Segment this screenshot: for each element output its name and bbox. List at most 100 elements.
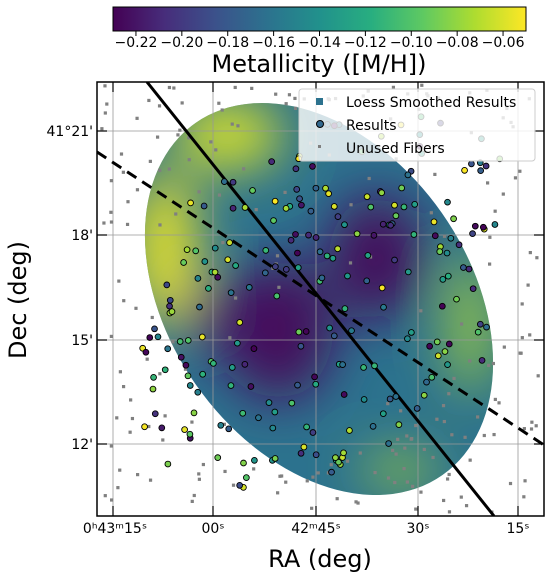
unused-fiber <box>373 470 377 475</box>
result-point <box>312 451 320 459</box>
result-point <box>363 277 371 285</box>
unused-fiber <box>501 192 505 196</box>
result-point <box>183 246 191 254</box>
unused-fiber <box>396 437 400 441</box>
unused-fiber <box>345 459 350 463</box>
result-point <box>439 276 447 283</box>
unused-fiber <box>278 474 282 478</box>
unused-fiber <box>405 480 409 484</box>
unused-fiber <box>228 336 232 340</box>
result-point <box>330 203 338 210</box>
result-point <box>292 231 299 238</box>
unused-fiber <box>534 424 538 428</box>
unused-fiber <box>109 498 114 502</box>
unused-fiber <box>386 402 390 406</box>
result-point <box>329 254 337 262</box>
x-tick-label: 00ˢ <box>201 521 224 537</box>
result-point <box>282 266 290 273</box>
result-point <box>292 165 300 173</box>
unused-fiber <box>230 122 234 126</box>
result-point <box>426 342 433 350</box>
unused-fiber <box>102 221 106 225</box>
field-low-region <box>223 260 333 400</box>
unused-fiber <box>411 484 415 488</box>
result-point <box>224 256 232 264</box>
unused-fiber <box>442 234 447 238</box>
unused-fiber <box>167 167 171 171</box>
unused-fiber <box>528 250 532 255</box>
result-point <box>303 423 310 431</box>
result-point <box>420 391 428 399</box>
result-point <box>181 426 188 433</box>
legend-label-results: Results <box>346 118 397 134</box>
result-point <box>360 364 367 371</box>
result-point <box>430 218 438 226</box>
result-point <box>282 205 290 212</box>
y-axis-label: Dec (deg) <box>4 241 32 359</box>
unused-fiber <box>176 133 180 137</box>
unused-fiber <box>536 374 540 378</box>
unused-fiber <box>118 370 122 374</box>
result-point <box>194 275 202 282</box>
result-point <box>271 408 279 416</box>
result-point <box>192 247 200 255</box>
result-point <box>294 381 301 389</box>
result-point <box>340 449 347 457</box>
result-point <box>380 303 387 311</box>
y-tick-label: 15' <box>71 333 93 349</box>
result-point <box>482 162 490 170</box>
unused-fiber <box>148 478 153 482</box>
unused-fiber <box>535 256 539 260</box>
field-low-region <box>329 196 425 320</box>
unused-fiber <box>187 136 191 140</box>
unused-fiber <box>329 463 333 467</box>
unused-fiber <box>335 497 339 501</box>
result-point <box>232 262 239 269</box>
result-point <box>334 245 341 253</box>
result-point <box>455 241 463 249</box>
result-point <box>461 167 468 174</box>
unused-fiber <box>442 498 446 503</box>
unused-fiber <box>274 92 278 96</box>
unused-fiber <box>197 472 201 476</box>
y-tick-label: 12' <box>71 437 93 453</box>
colorbar-label: Metallicity ([M/H]) <box>212 50 427 78</box>
result-point <box>465 265 473 273</box>
result-point <box>243 474 250 481</box>
result-point <box>491 221 499 228</box>
unused-fiber <box>150 315 154 320</box>
unused-fiber <box>450 433 454 437</box>
unused-fiber <box>502 345 506 349</box>
unused-fiber <box>158 372 162 376</box>
result-point <box>211 268 219 276</box>
result-point <box>186 382 194 389</box>
result-point <box>211 244 219 252</box>
major-axis-line <box>145 82 496 516</box>
result-point <box>151 410 159 418</box>
unused-fiber <box>231 483 236 487</box>
result-point <box>444 361 451 368</box>
result-point <box>483 323 490 331</box>
unused-fiber <box>119 152 124 156</box>
unused-fiber <box>394 452 398 456</box>
result-point <box>228 364 236 371</box>
result-point <box>334 213 342 220</box>
result-point <box>386 395 394 403</box>
unused-fiber <box>349 203 353 207</box>
result-point <box>353 230 361 238</box>
unused-fiber <box>155 135 160 139</box>
result-point <box>187 199 194 207</box>
result-point <box>180 259 187 266</box>
unused-fiber <box>163 414 167 418</box>
result-point <box>236 482 244 489</box>
result-point <box>340 391 348 398</box>
unused-fiber <box>125 222 130 227</box>
unused-fiber <box>419 309 423 313</box>
result-point <box>262 247 270 254</box>
result-point <box>411 201 419 208</box>
result-point <box>141 423 148 431</box>
result-point <box>300 443 308 451</box>
result-point <box>318 274 326 282</box>
unused-fiber <box>103 111 107 115</box>
unused-fiber <box>250 86 254 91</box>
